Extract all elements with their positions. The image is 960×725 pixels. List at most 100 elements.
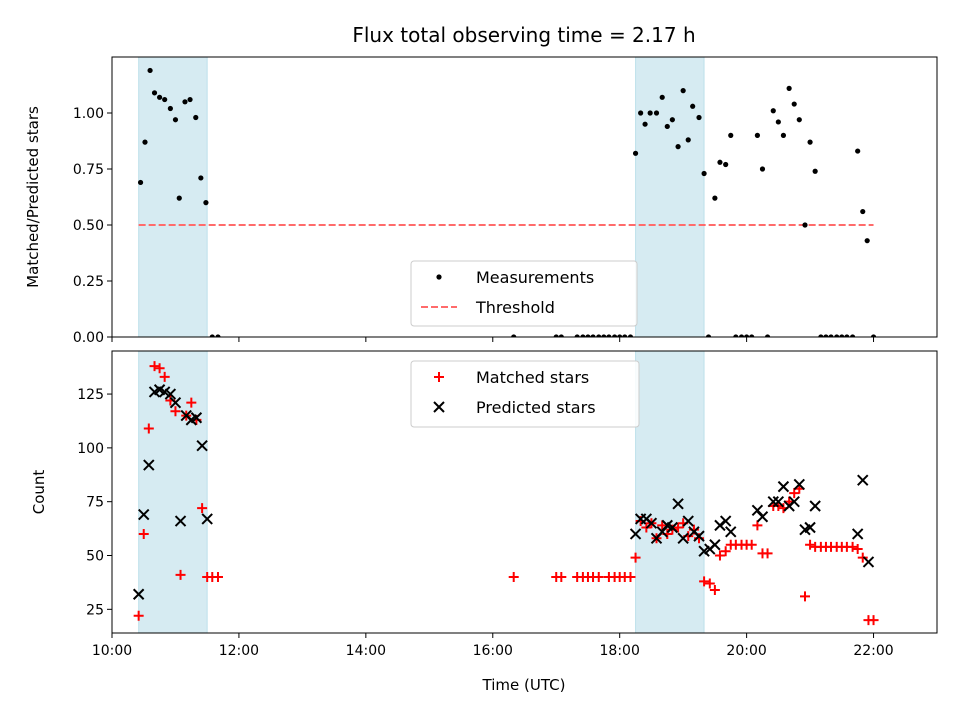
data-point	[645, 517, 658, 529]
data-point	[704, 578, 715, 589]
top-panel-ratio: Matched/Predicted stars 0.00 0.25 0.50 0.75…	[24, 56, 938, 346]
data-point	[807, 139, 813, 145]
series-measurements	[137, 67, 877, 337]
shaded-interval	[138, 57, 208, 337]
data-point	[558, 334, 564, 337]
data-point	[857, 552, 868, 563]
shaded-interval	[635, 57, 705, 337]
data-point	[151, 90, 158, 96]
data-point	[677, 532, 689, 544]
plot-area	[137, 57, 877, 337]
data-point	[201, 513, 213, 525]
data-point	[149, 361, 160, 372]
data-point	[593, 572, 604, 583]
legend-box	[410, 260, 638, 327]
data-point	[190, 412, 203, 424]
y-tick-label: 100	[77, 441, 104, 457]
data-point	[756, 511, 769, 523]
data-point	[508, 572, 519, 583]
data-point	[132, 588, 145, 600]
data-point	[162, 96, 168, 103]
data-point	[556, 572, 567, 583]
data-point	[870, 334, 877, 337]
data-point	[823, 334, 829, 337]
data-point	[728, 132, 734, 138]
data-point	[725, 526, 737, 538]
data-point	[844, 334, 850, 337]
data-point	[629, 528, 642, 540]
data-point	[632, 150, 639, 156]
data-point	[701, 170, 707, 177]
shaded-interval	[635, 351, 705, 633]
y-tick-label: 0.00	[73, 330, 104, 346]
data-point	[860, 208, 866, 215]
x-tick-label: 12:00	[219, 643, 259, 659]
data-point	[197, 503, 208, 514]
data-point	[770, 108, 776, 114]
data-point	[198, 175, 204, 181]
data-point	[749, 334, 755, 337]
bottom-y-axis-label: Count	[30, 470, 48, 515]
data-point	[638, 110, 644, 116]
data-point	[682, 515, 694, 527]
chart-title: Flux total observing time = 2.17 h	[352, 23, 695, 47]
data-point	[511, 334, 517, 337]
data-point	[696, 114, 702, 121]
data-point	[862, 556, 875, 568]
data-point	[868, 615, 879, 626]
data-point	[802, 222, 808, 228]
data-point	[612, 334, 618, 337]
data-point	[642, 121, 648, 127]
data-point	[793, 478, 805, 491]
data-point	[690, 103, 696, 109]
data-point	[172, 117, 179, 123]
data-point	[169, 396, 182, 409]
data-point	[142, 139, 148, 145]
data-point	[720, 546, 731, 557]
y-tick-label: 0.50	[73, 218, 104, 234]
data-point	[805, 539, 816, 550]
data-point	[786, 85, 792, 91]
data-point	[147, 67, 153, 74]
data-point	[657, 520, 668, 531]
legend-marker	[436, 274, 442, 280]
x-tick-label: 10:00	[92, 643, 132, 659]
data-point	[733, 334, 739, 337]
data-point	[143, 423, 154, 434]
data-point	[714, 550, 725, 561]
data-point	[653, 110, 660, 116]
data-point	[164, 388, 177, 400]
data-point	[777, 480, 790, 493]
data-point	[744, 334, 750, 337]
data-point	[764, 334, 771, 337]
data-point	[138, 508, 150, 521]
top-y-axis-label: Matched/Predicted stars	[24, 106, 42, 288]
data-point	[680, 88, 686, 94]
data-point	[159, 371, 170, 382]
data-point	[812, 168, 818, 174]
legend: Measurements Threshold	[410, 260, 638, 327]
y-tick-label: 75	[86, 495, 104, 511]
data-point	[175, 569, 186, 580]
data-point	[699, 576, 710, 587]
data-point	[849, 334, 856, 337]
data-point	[625, 572, 636, 583]
data-point	[133, 610, 144, 621]
data-point	[580, 334, 586, 337]
data-point	[137, 179, 144, 186]
data-point	[203, 200, 209, 206]
legend-label: Measurements	[476, 268, 594, 287]
data-point	[659, 94, 665, 100]
data-point	[709, 539, 721, 551]
data-point	[182, 99, 188, 105]
data-point	[693, 530, 705, 542]
legend-box	[410, 360, 640, 428]
data-point	[828, 334, 834, 337]
shaded-interval	[138, 351, 208, 633]
axes-frame	[111, 56, 938, 338]
data-point	[705, 334, 712, 337]
data-point	[154, 363, 165, 374]
data-point	[754, 132, 761, 138]
series-predicted-stars	[132, 384, 875, 600]
